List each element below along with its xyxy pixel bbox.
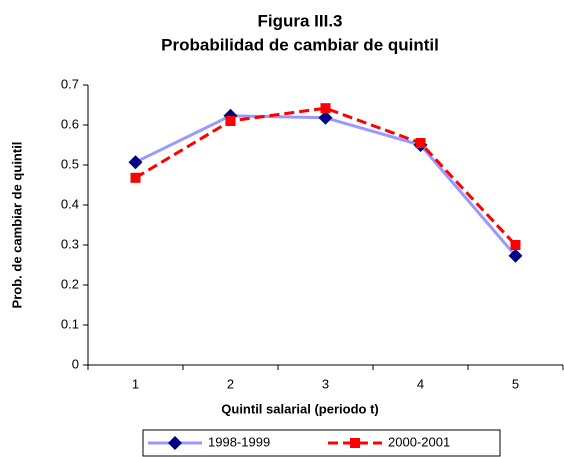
marker: [225, 116, 236, 126]
marker: [510, 240, 521, 250]
y-tick-label: 0: [72, 356, 79, 371]
marker: [130, 172, 141, 183]
marker: [415, 138, 426, 148]
y-tick-label: 0.5: [61, 156, 79, 171]
y-axis-title: Prob. de cambiar de quintil: [9, 142, 24, 309]
marker: [128, 155, 143, 170]
chart-subtitle: Probabilidad de cambiar de quintil: [161, 35, 439, 54]
y-tick-label: 0.7: [61, 76, 79, 91]
y-tick-label: 0.6: [61, 116, 79, 131]
series-line: [134, 106, 517, 247]
x-tick-label: 3: [322, 376, 329, 391]
marker: [318, 110, 333, 125]
y-tick-label: 0.2: [61, 276, 79, 291]
legend-marker: [350, 438, 360, 448]
x-tick-label: 5: [512, 376, 519, 391]
marker: [320, 103, 331, 114]
y-tick-label: 0.3: [61, 236, 79, 251]
x-axis-title: Quintil salarial (periodo t): [221, 401, 378, 416]
y-tick-label: 0.4: [61, 196, 79, 211]
x-tick-label: 1: [132, 376, 139, 391]
x-tick-label: 2: [227, 376, 234, 391]
legend-label: 2000-2001: [388, 434, 450, 449]
chart-title: Figura III.3: [257, 11, 342, 30]
legend-marker: [168, 436, 182, 450]
x-tick-label: 4: [417, 376, 424, 391]
legend-box: [142, 429, 501, 457]
marker: [508, 248, 523, 263]
y-tick-label: 0.1: [61, 316, 79, 331]
legend-label: 1998-1999: [208, 434, 270, 449]
